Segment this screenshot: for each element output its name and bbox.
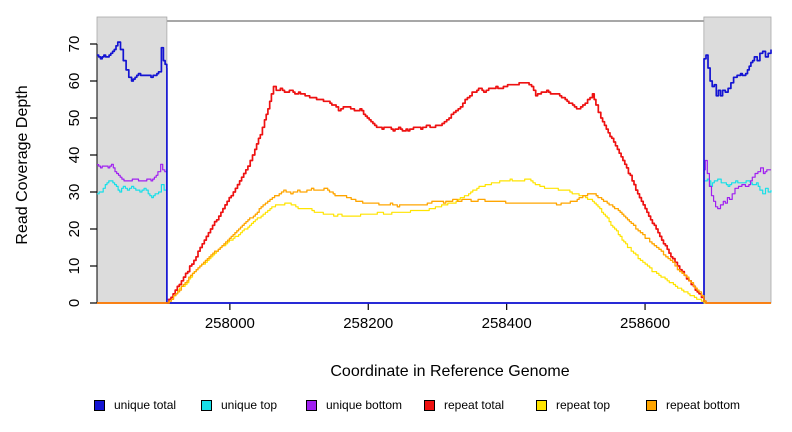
legend-label: unique bottom	[326, 398, 403, 412]
series-repeat-top	[97, 178, 771, 304]
x-axis-title: Coordinate in Reference Genome	[330, 363, 569, 380]
legend-swatch	[94, 399, 105, 411]
masked-region-left	[96, 16, 168, 304]
masked-region-right	[703, 16, 772, 304]
legend-swatch	[646, 399, 657, 411]
y-tick-label: 60	[66, 73, 83, 90]
series-unique-top	[97, 178, 772, 304]
y-tick-label: 70	[66, 36, 83, 53]
legend-swatch	[536, 399, 547, 411]
legend-swatch	[201, 399, 212, 411]
series-unique-bottom	[97, 159, 771, 304]
legend-swatch	[424, 399, 435, 411]
legend-label: repeat bottom	[666, 398, 741, 412]
legend-swatch	[306, 399, 317, 411]
legend-item-repeat-top: repeat top	[536, 397, 610, 413]
legend-item-unique-top: unique top	[201, 397, 277, 413]
y-tick-label: 50	[66, 110, 83, 127]
y-tick-label: 10	[66, 258, 83, 275]
y-axis-title: Read Coverage Depth	[14, 85, 31, 244]
x-tick-label: 258600	[620, 315, 670, 332]
y-tick-label: 0	[66, 299, 83, 307]
x-tick-label: 258000	[205, 315, 255, 332]
series-repeat-total	[97, 81, 771, 304]
legend-label: unique total	[114, 398, 177, 412]
y-tick-label: 20	[66, 221, 83, 238]
legend-label: unique top	[221, 398, 278, 412]
legend-item-repeat-bottom: repeat bottom	[646, 397, 740, 413]
legend: unique total unique top unique bottom repea…	[0, 397, 792, 417]
legend-item-unique-total: unique total	[94, 397, 176, 413]
series-repeat-bottom	[97, 187, 771, 304]
y-tick-label: 40	[66, 147, 83, 164]
legend-label: repeat top	[556, 398, 611, 412]
legend-label: repeat total	[444, 398, 505, 412]
y-tick-label: 30	[66, 184, 83, 201]
legend-item-repeat-total: repeat total	[424, 397, 504, 413]
series-unique-total	[97, 41, 772, 304]
x-tick-label: 258400	[482, 315, 532, 332]
x-tick-label: 258200	[343, 315, 393, 332]
legend-item-unique-bottom: unique bottom	[306, 397, 402, 413]
